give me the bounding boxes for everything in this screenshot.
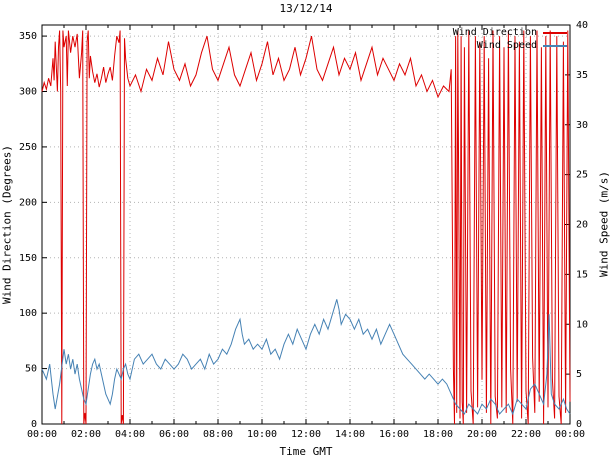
y-axis-label-wind-speed: Wind Speed (m/s) — [597, 171, 611, 278]
svg-text:10:00: 10:00 — [247, 429, 277, 440]
svg-text:08:00: 08:00 — [203, 429, 233, 440]
svg-text:250: 250 — [19, 142, 37, 153]
svg-text:5: 5 — [576, 369, 582, 380]
svg-text:300: 300 — [19, 87, 37, 98]
svg-text:10: 10 — [576, 319, 588, 330]
svg-text:18:00: 18:00 — [423, 429, 453, 440]
x-axis-label: Time GMT — [279, 445, 333, 458]
legend: Wind Direction Wind Speed — [453, 26, 567, 52]
svg-text:350: 350 — [19, 31, 37, 42]
chart-title: 13/12/14 — [279, 2, 333, 15]
svg-text:35: 35 — [576, 70, 588, 81]
svg-text:20:00: 20:00 — [467, 429, 497, 440]
svg-text:16:00: 16:00 — [379, 429, 409, 440]
svg-text:00:00: 00:00 — [27, 429, 57, 440]
svg-text:200: 200 — [19, 197, 37, 208]
svg-text:00:00: 00:00 — [555, 429, 585, 440]
svg-text:0: 0 — [31, 419, 37, 430]
svg-text:20: 20 — [576, 220, 588, 231]
svg-text:14:00: 14:00 — [335, 429, 365, 440]
svg-text:02:00: 02:00 — [71, 429, 101, 440]
svg-text:12:00: 12:00 — [291, 429, 321, 440]
svg-text:100: 100 — [19, 308, 37, 319]
svg-text:22:00: 22:00 — [511, 429, 541, 440]
legend-item-wind-direction: Wind Direction — [453, 26, 567, 39]
svg-text:04:00: 04:00 — [115, 429, 145, 440]
svg-text:30: 30 — [576, 120, 588, 131]
legend-label-wind-speed: Wind Speed — [476, 40, 537, 51]
legend-swatch-0 — [543, 31, 567, 34]
svg-text:06:00: 06:00 — [159, 429, 189, 440]
svg-text:15: 15 — [576, 269, 588, 280]
svg-text:0: 0 — [576, 419, 582, 430]
svg-text:150: 150 — [19, 253, 37, 264]
legend-item-wind-speed: Wind Speed — [453, 39, 567, 52]
svg-text:25: 25 — [576, 170, 588, 181]
legend-swatch-1 — [543, 44, 567, 47]
legend-label-wind-direction: Wind Direction — [452, 27, 537, 38]
svg-text:40: 40 — [576, 20, 588, 31]
y-axis-label-wind-direction: Wind Direction (Degrees) — [0, 145, 14, 304]
svg-text:50: 50 — [25, 364, 37, 375]
